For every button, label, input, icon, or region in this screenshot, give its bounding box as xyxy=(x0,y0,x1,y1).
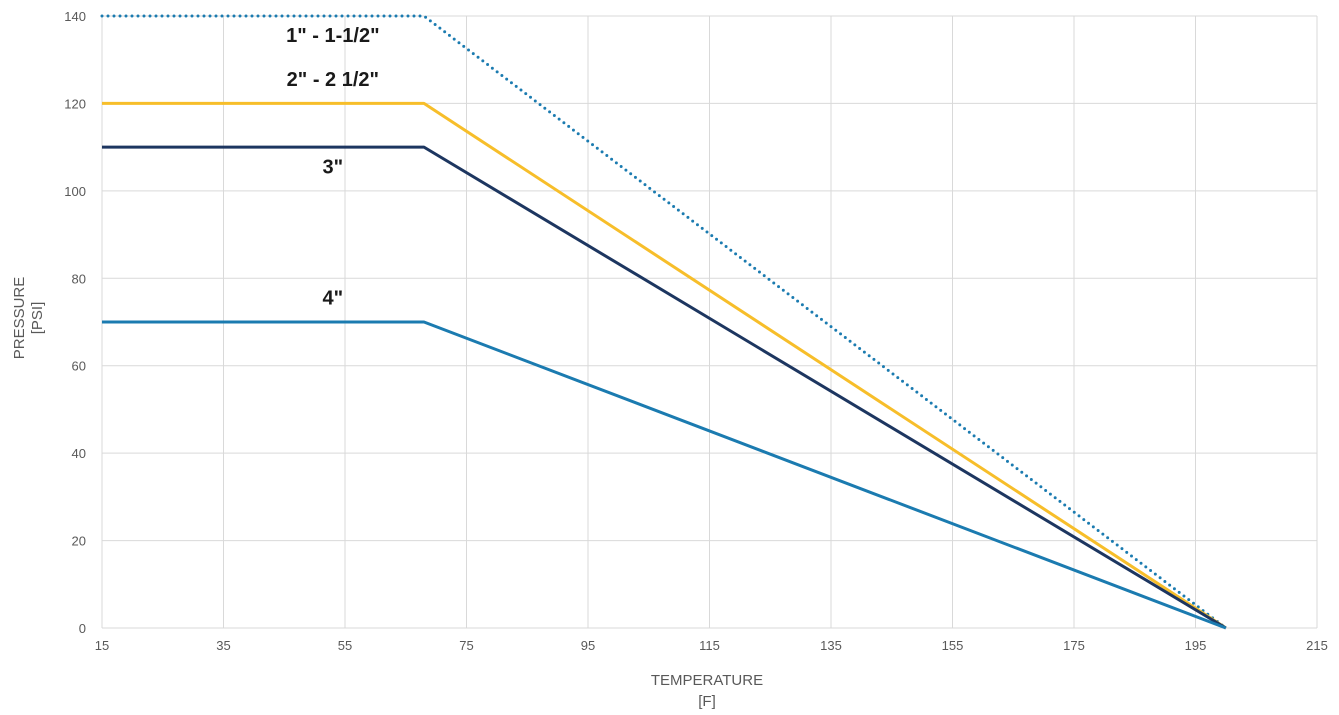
y-axis-title-line2: [PSI] xyxy=(29,302,46,335)
series-label-3: 3" xyxy=(323,156,344,178)
y-tick-label: 100 xyxy=(64,184,86,199)
series-line-3 xyxy=(102,145,1227,630)
y-axis-title-line1: PRESSURE xyxy=(11,277,28,360)
x-tick-label: 15 xyxy=(95,638,109,653)
y-tick-label: 60 xyxy=(72,359,86,374)
x-tick-label: 95 xyxy=(581,638,595,653)
x-axis-title-line2: [F] xyxy=(698,693,716,710)
x-tick-label: 55 xyxy=(338,638,352,653)
y-tick-label: 120 xyxy=(64,96,86,111)
x-tick-label: 75 xyxy=(459,638,473,653)
series-label-2: 2" - 2 1/2" xyxy=(287,69,379,91)
y-tick-label: 80 xyxy=(72,271,86,286)
x-tick-label: 155 xyxy=(942,638,964,653)
y-tick-label: 40 xyxy=(72,446,86,461)
y-tick-label: 20 xyxy=(72,534,86,549)
y-tick-label: 140 xyxy=(64,9,86,24)
x-tick-label: 115 xyxy=(699,638,720,653)
x-tick-label: 175 xyxy=(1063,638,1085,653)
series-label-4: 4" xyxy=(323,288,344,310)
series-lines xyxy=(100,14,1228,630)
series-line-1 xyxy=(100,14,1228,630)
x-axis-title-line1: TEMPERATURE xyxy=(651,672,763,689)
x-tick-label: 135 xyxy=(820,638,842,653)
x-tick-label: 195 xyxy=(1185,638,1207,653)
series-label-1: 1" - 1-1/2" xyxy=(286,25,379,47)
grid xyxy=(101,15,1318,629)
x-tick-label: 35 xyxy=(216,638,230,653)
series-labels: 1" - 1-1/2" 2" - 2 1/2" 3" 4" xyxy=(286,25,379,309)
y-tick-label: 0 xyxy=(79,621,86,636)
tick-labels: 15 35 55 75 95 115 135 155 175 195 215 0 20 40 60 80 100… xyxy=(64,9,1328,653)
x-tick-label: 215 xyxy=(1306,638,1328,653)
series-line-4 xyxy=(102,320,1227,630)
